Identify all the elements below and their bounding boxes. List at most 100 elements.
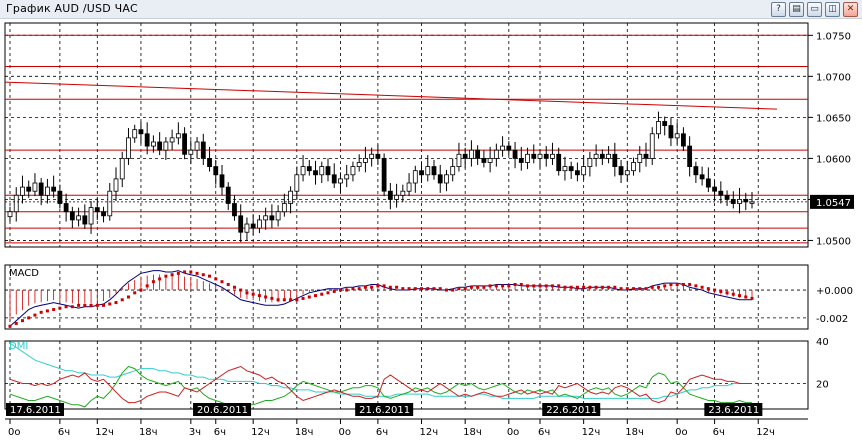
candle[interactable] (275, 205, 281, 227)
candle[interactable] (82, 204, 88, 229)
candle[interactable] (88, 201, 94, 234)
candle[interactable] (144, 122, 150, 155)
candle[interactable] (232, 195, 237, 221)
candle[interactable] (699, 166, 705, 186)
candle[interactable] (13, 187, 19, 222)
candle[interactable] (151, 135, 156, 153)
candle[interactable] (450, 158, 456, 182)
candle[interactable] (475, 145, 481, 165)
candle[interactable] (531, 144, 537, 164)
candle[interactable] (668, 117, 674, 147)
candle[interactable] (57, 184, 63, 209)
candle[interactable] (462, 147, 468, 169)
candle[interactable] (126, 128, 131, 165)
candle[interactable] (200, 133, 206, 165)
candle[interactable] (32, 173, 38, 197)
candle[interactable] (469, 140, 474, 167)
candle[interactable] (419, 162, 424, 183)
candle[interactable] (481, 150, 487, 168)
candle[interactable] (599, 149, 605, 165)
maximize-button[interactable]: ◫ (825, 2, 840, 17)
candle[interactable] (26, 180, 32, 198)
candle[interactable] (356, 154, 362, 172)
candle[interactable] (132, 124, 138, 143)
dmi-panel[interactable]: DMI (9, 341, 752, 408)
candle[interactable] (437, 164, 443, 193)
candle[interactable] (749, 192, 755, 209)
candle[interactable] (263, 207, 269, 230)
candle[interactable] (69, 206, 75, 229)
candle[interactable] (618, 160, 624, 183)
candle[interactable] (406, 173, 412, 197)
candle[interactable] (456, 142, 462, 172)
candle[interactable] (369, 147, 375, 167)
candle[interactable] (119, 151, 125, 188)
candle[interactable] (662, 116, 668, 136)
candle[interactable] (705, 167, 711, 193)
candle[interactable] (257, 215, 262, 234)
candle[interactable] (363, 146, 368, 173)
candle[interactable] (612, 142, 618, 177)
candle[interactable] (631, 157, 636, 176)
candle[interactable] (250, 214, 256, 235)
candle[interactable] (325, 158, 331, 182)
candle[interactable] (431, 160, 437, 180)
candle[interactable] (674, 122, 680, 145)
candle[interactable] (213, 160, 219, 185)
candle[interactable] (288, 186, 293, 214)
dmi-plus-di-line[interactable] (9, 365, 752, 408)
candle[interactable] (238, 204, 244, 243)
candle[interactable] (568, 161, 574, 179)
candle[interactable] (188, 140, 194, 165)
candle[interactable] (225, 182, 231, 211)
macd-panel[interactable]: MACD (8, 268, 754, 328)
candle[interactable] (400, 184, 406, 202)
candle[interactable] (194, 137, 200, 159)
candle[interactable] (525, 147, 530, 170)
candle[interactable] (338, 172, 343, 193)
candle[interactable] (500, 136, 505, 157)
candle[interactable] (313, 160, 318, 185)
candle[interactable] (76, 207, 81, 227)
close-button[interactable]: ✕ (843, 2, 858, 17)
help-button[interactable]: ? (771, 2, 786, 17)
candle[interactable] (94, 197, 100, 220)
candle[interactable] (624, 160, 630, 182)
candle[interactable] (718, 181, 724, 204)
candle[interactable] (319, 161, 325, 183)
candle[interactable] (219, 164, 225, 196)
candle[interactable] (444, 169, 449, 192)
candle[interactable] (493, 143, 499, 167)
candle[interactable] (487, 146, 493, 173)
candle[interactable] (381, 153, 387, 197)
candle[interactable] (518, 146, 524, 171)
chart-area[interactable]: MACD DMI 1.07501.07001.06501.06001.05501… (0, 19, 862, 443)
candle[interactable] (281, 193, 287, 217)
candle[interactable] (637, 146, 643, 173)
candle[interactable] (51, 175, 57, 198)
candle[interactable] (737, 187, 742, 214)
candle[interactable] (387, 183, 393, 210)
candle[interactable] (412, 165, 418, 193)
dmi-minus-di-line[interactable] (9, 365, 752, 404)
candle[interactable] (681, 127, 686, 151)
candle[interactable] (294, 166, 300, 200)
candle[interactable] (344, 164, 350, 188)
candle[interactable] (375, 144, 381, 165)
candle[interactable] (562, 156, 568, 181)
candle[interactable] (425, 155, 431, 182)
candle[interactable] (113, 167, 119, 202)
candle[interactable] (7, 206, 13, 222)
candle[interactable] (45, 178, 50, 204)
candle[interactable] (331, 163, 337, 188)
candle[interactable] (63, 193, 69, 222)
candle[interactable] (543, 146, 549, 167)
candle[interactable] (606, 146, 611, 164)
candle[interactable] (556, 147, 562, 176)
candle[interactable] (643, 142, 649, 167)
candle[interactable] (724, 190, 730, 206)
candle[interactable] (587, 151, 593, 177)
candle[interactable] (537, 149, 543, 169)
minimize-button[interactable]: ▭ (807, 2, 822, 17)
candle[interactable] (163, 137, 169, 161)
